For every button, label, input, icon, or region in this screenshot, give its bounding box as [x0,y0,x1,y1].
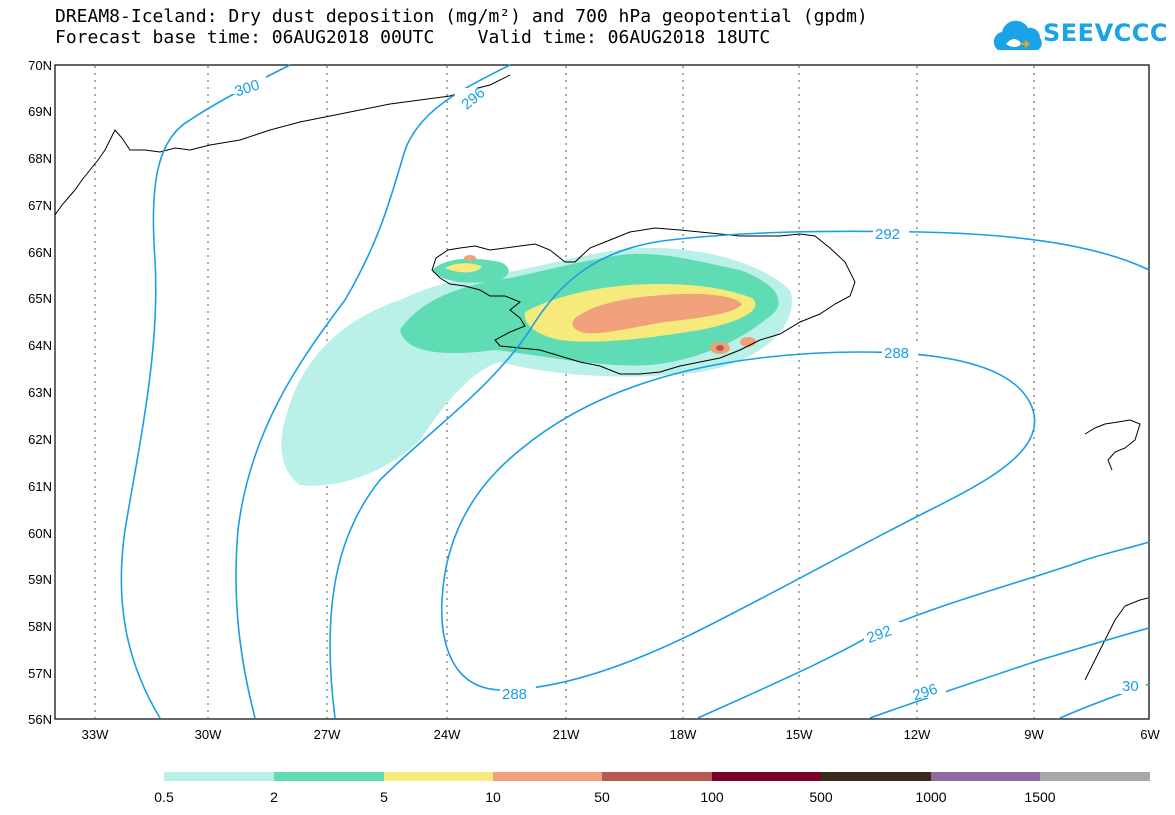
dust-spot-10c [464,255,476,261]
contour-label-296b: 296 [911,681,940,705]
chart-title: DREAM8-Iceland: Dry dust deposition (mg/… [55,6,868,27]
lat-label-64n: 64N [28,338,52,353]
lon-label-27w: 27W [314,727,341,742]
contour-296-west [235,64,511,719]
chart-subtitle: Forecast base time: 06AUG2018 00UTC Vali… [55,27,771,48]
lon-label-15w: 15W [786,727,813,742]
contour-label-bg [500,684,536,702]
dust-level-10 [572,293,742,334]
contour-292-west [329,230,1150,719]
contour-label-288a: 288 [884,345,909,362]
legend-swatch-3 [493,772,602,781]
lat-label-67n: 67N [28,198,52,213]
iceland-coast [431,227,856,375]
legend-swatch-4 [602,772,712,781]
legend-swatch-1 [274,772,384,781]
legend-swatch-7 [931,772,1040,781]
lon-label-18w: 18W [670,727,697,742]
lat-label-68n: 68N [28,151,52,166]
greenland-coast-west [54,139,111,216]
legend-label-1: 2 [270,789,278,805]
lat-label-56n: 56N [28,712,52,727]
lat-label-69n: 69N [28,104,52,119]
greenland-coast [109,74,511,153]
map-frame [54,64,1150,720]
contour-292-east [697,541,1150,719]
legend-label-4: 50 [594,789,610,805]
lat-label-60n: 60N [28,526,52,541]
contour-label-292a: 292 [875,226,900,243]
lon-label-30w: 30W [195,727,222,742]
lon-label-12w: 12W [904,727,931,742]
legend-swatch-0 [164,772,274,781]
dust-deposition-field [281,247,792,486]
lat-label-58n: 58N [28,619,52,634]
contour-label-bg [873,224,909,242]
legend-label-5: 100 [700,789,724,805]
contour-300-west [120,64,291,719]
lon-label-33w: 33W [82,727,109,742]
lon-label-9w: 9W [1024,727,1044,742]
lat-label-66n: 66N [28,245,52,260]
cloud-icon [993,20,1042,50]
logo-text: SEEVCCC [1043,19,1168,47]
lat-label-63n: 63N [28,385,52,400]
legend-label-3: 10 [485,789,501,805]
contour-label-bg [455,88,489,106]
contour-label-300b: 30 [1122,678,1139,695]
lat-label-59n: 59N [28,572,52,587]
coastlines [54,74,1149,681]
lat-label-70n: 70N [28,58,52,73]
lat-label-62n: 62N [28,432,52,447]
legend-label-2: 5 [380,789,388,805]
lat-label-61n: 61N [28,479,52,494]
dust-level-5-westfjords [445,263,482,273]
legend-label-7: 1000 [915,789,946,805]
contour-label-bg [1120,676,1146,694]
legend-swatch-5 [712,772,821,781]
legend-swatch-2 [384,772,493,781]
contour-label-bg [864,622,900,640]
lon-label-6w: 6W [1140,727,1160,742]
contour-label-288b: 288 [502,686,527,703]
legend-swatch-6 [821,772,931,781]
color-legend: 0.5 2 5 10 50 100 500 1000 1500 [154,772,1150,805]
legend-label-8: 1500 [1024,789,1055,805]
legend-swatch-8 [1040,772,1150,781]
scotland-coast [1084,597,1149,681]
contour-label-bg [232,76,266,94]
legend-label-0: 0.5 [154,789,174,805]
lat-label-65n: 65N [28,291,52,306]
lon-label-21w: 21W [553,727,580,742]
contour-label-300a: 300 [233,77,262,101]
contour-label-bg [882,343,918,361]
legend-label-6: 500 [809,789,833,805]
contour-296-east [869,627,1150,719]
dust-spot-50 [716,345,724,351]
lat-label-57n: 57N [28,666,52,681]
faroe-islands-coast [1084,419,1141,471]
contour-label-bg [910,680,946,698]
lon-label-24w: 24W [434,727,461,742]
